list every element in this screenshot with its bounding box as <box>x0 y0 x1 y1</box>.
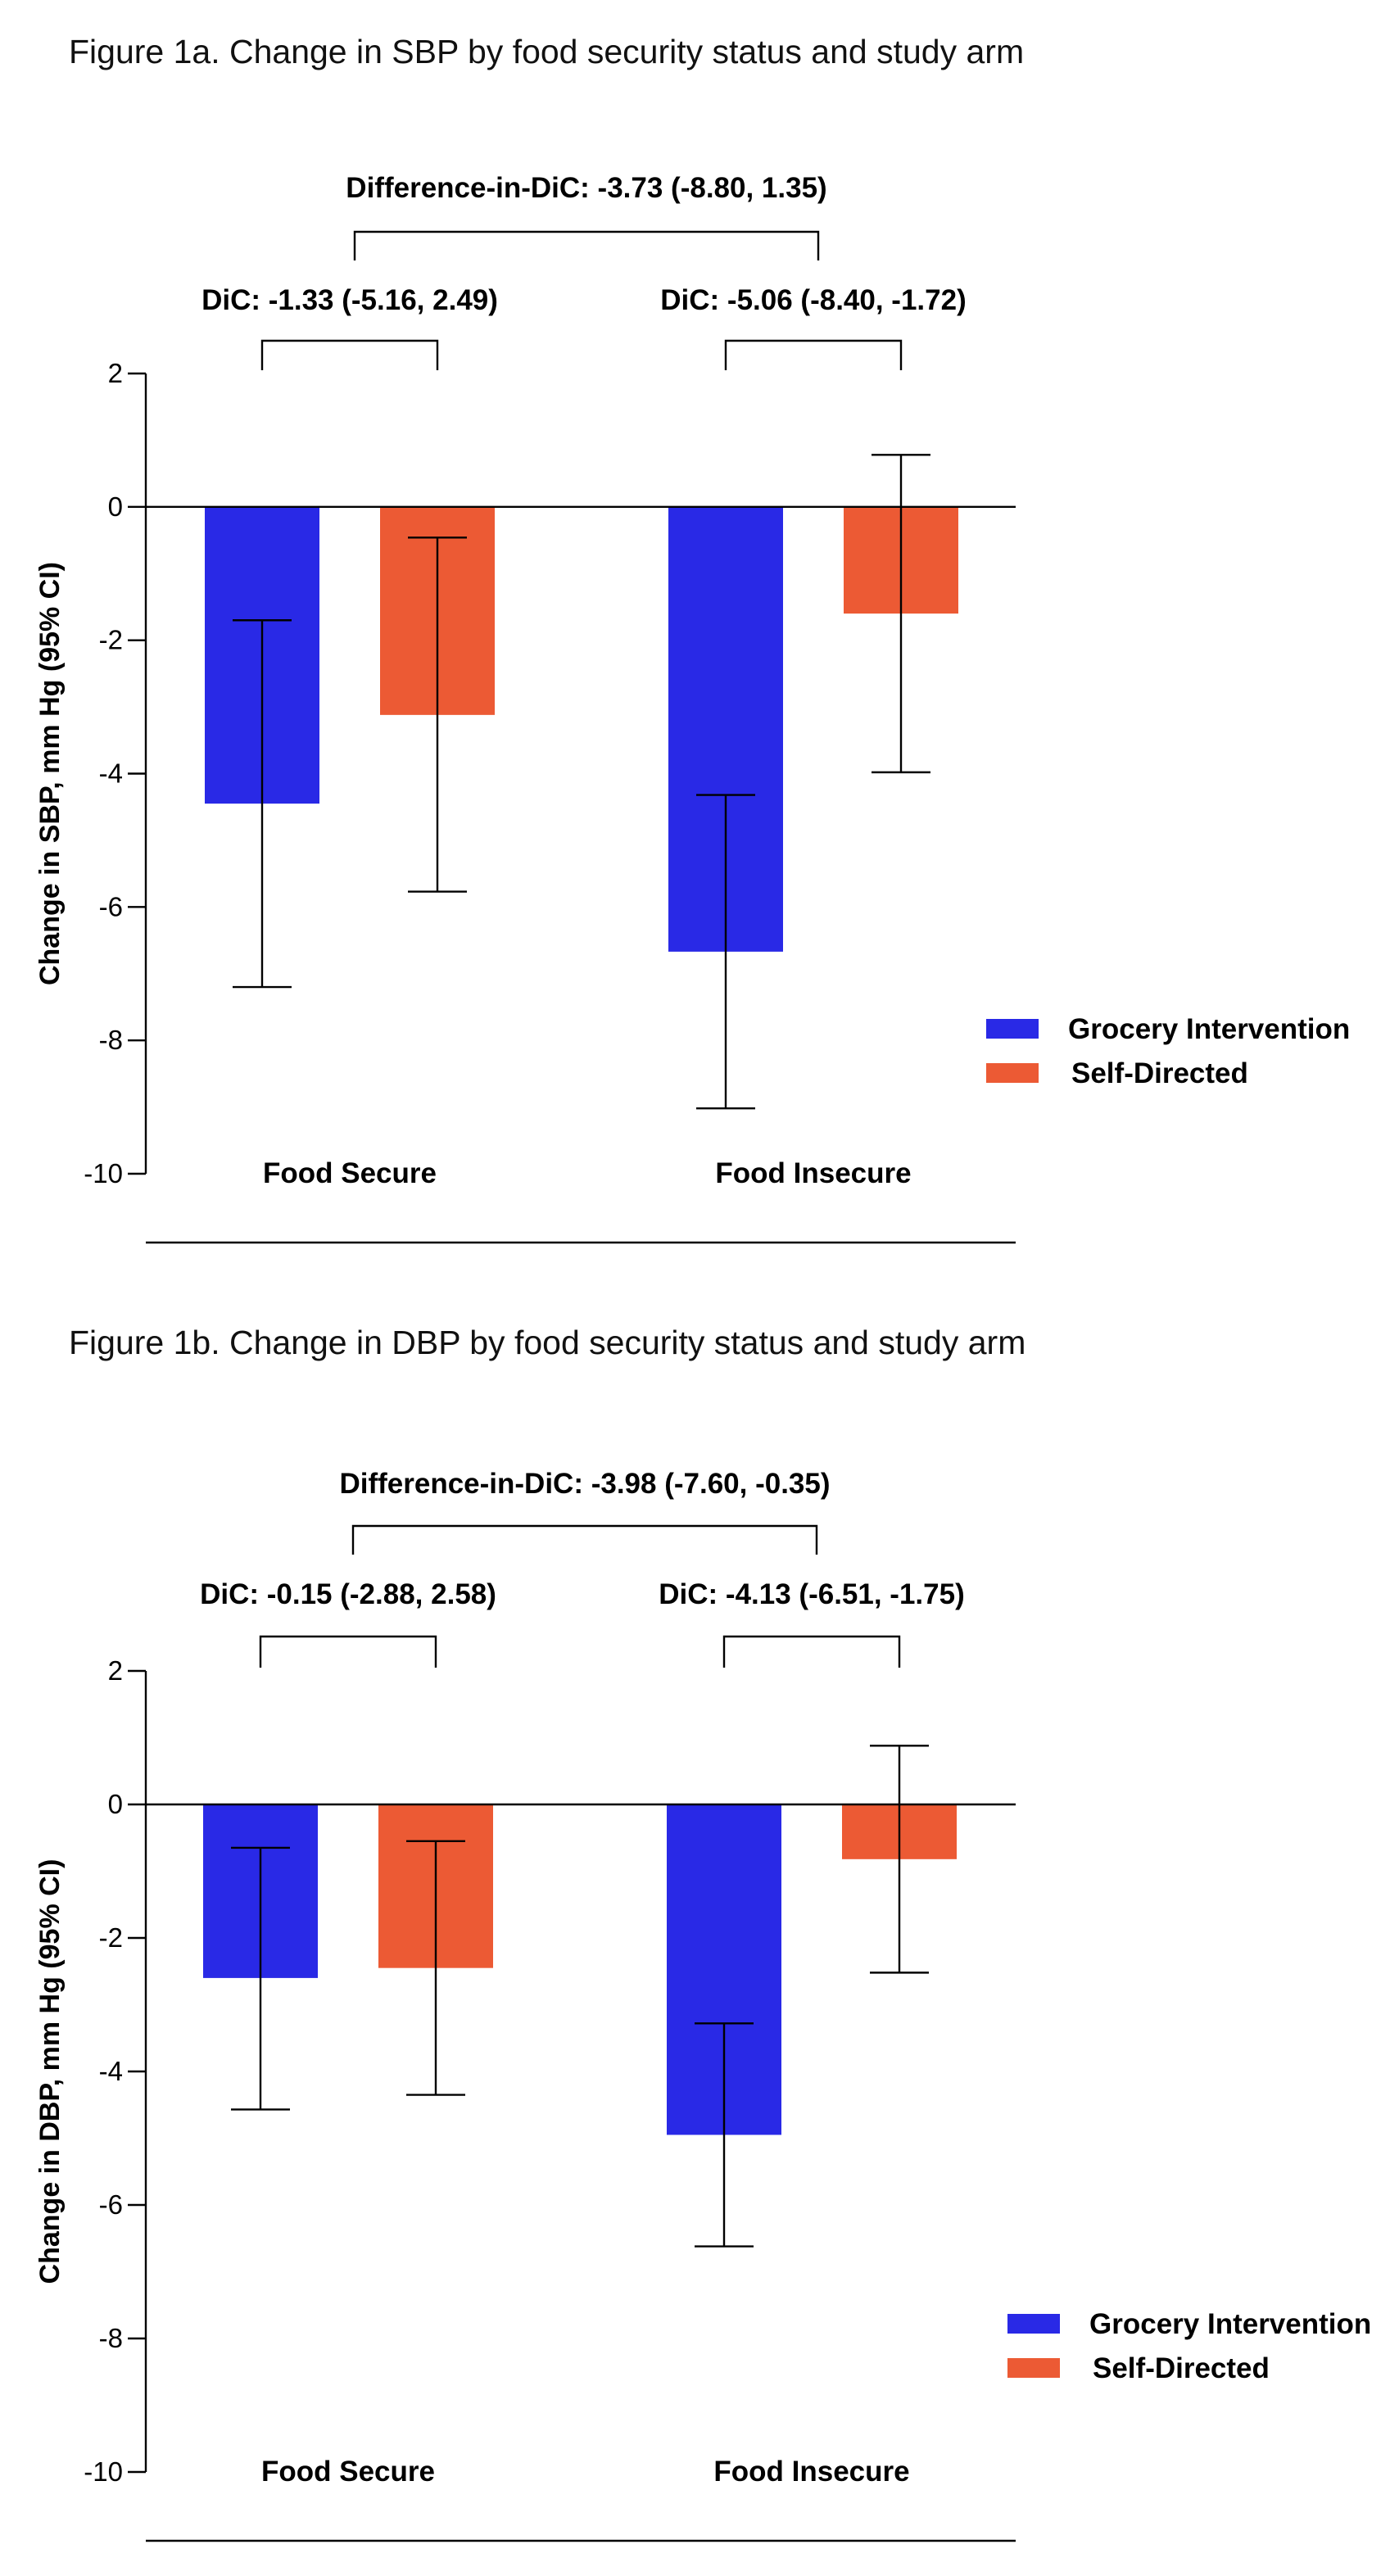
category-label: Food Insecure <box>713 2456 909 2488</box>
y-tick-label: 2 <box>108 358 123 388</box>
y-tick-label: 2 <box>108 1655 123 1686</box>
y-axis-title: Change in DBP, mm Hg (95% CI) <box>34 1859 66 2284</box>
y-tick-label: -4 <box>99 758 123 789</box>
legend-swatch <box>1007 2358 1060 2378</box>
difference-in-dic-annotation: Difference-in-DiC: -3.73 (-8.80, 1.35) <box>346 172 826 204</box>
dic-annotation: DiC: -0.15 (-2.88, 2.58) <box>200 1578 496 1610</box>
dic-bracket <box>724 339 903 370</box>
difference-in-dic-bracket <box>351 1524 818 1555</box>
y-tick-label: -8 <box>99 1025 123 1055</box>
figure-1b-title: Figure 1b. Change in DBP by food securit… <box>69 1324 1026 1361</box>
y-tick-label: 0 <box>108 491 123 522</box>
y-tick-label: -10 <box>84 2456 123 2487</box>
y-tick-label: -4 <box>99 2056 123 2086</box>
category-label: Food Insecure <box>715 1157 911 1189</box>
y-tick-label: -2 <box>99 1922 123 1953</box>
dic-bracket <box>260 339 439 370</box>
legend-swatch <box>986 1063 1039 1083</box>
legend-entry: Grocery Intervention <box>1068 1013 1350 1045</box>
figure-1a-chart: 2 0 -2 -4 -6 -8 -10 Change in SBP, mm Hg (95% C… <box>34 172 1350 1244</box>
difference-in-dic-annotation: Difference-in-DiC: -3.98 (-7.60, -0.35) <box>339 1468 830 1500</box>
y-tick-label: 0 <box>108 1789 123 1819</box>
category-label: Food Secure <box>261 2456 435 2488</box>
figure-1a-title: Figure 1a. Change in SBP by food securit… <box>69 33 1025 70</box>
legend-entry: Self-Directed <box>1071 1057 1248 1089</box>
legend-swatch <box>986 1019 1039 1039</box>
dic-annotation: DiC: -4.13 (-6.51, -1.75) <box>659 1578 964 1610</box>
legend-swatch <box>1007 2314 1060 2334</box>
legend-entry: Grocery Intervention <box>1089 2308 1371 2340</box>
dic-bracket <box>259 1635 437 1668</box>
y-tick-label: -8 <box>99 2323 123 2353</box>
y-tick-label: -10 <box>84 1158 123 1188</box>
dic-annotation: DiC: -5.06 (-8.40, -1.72) <box>660 284 966 316</box>
dic-bracket <box>722 1635 901 1668</box>
y-axis-title: Change in SBP, mm Hg (95% CI) <box>34 562 66 985</box>
y-tick-label: -6 <box>99 2189 123 2220</box>
y-tick-label: -2 <box>99 625 123 655</box>
figure-1b-chart: 2 0 -2 -4 -6 -8 -10 Change in DBP, mm Hg (95% C… <box>34 1468 1371 2542</box>
dic-annotation: DiC: -1.33 (-5.16, 2.49) <box>201 284 498 316</box>
category-label: Food Secure <box>263 1157 437 1189</box>
y-tick-label: -6 <box>99 891 123 921</box>
legend-entry: Self-Directed <box>1093 2352 1270 2384</box>
difference-in-dic-bracket <box>353 230 820 260</box>
